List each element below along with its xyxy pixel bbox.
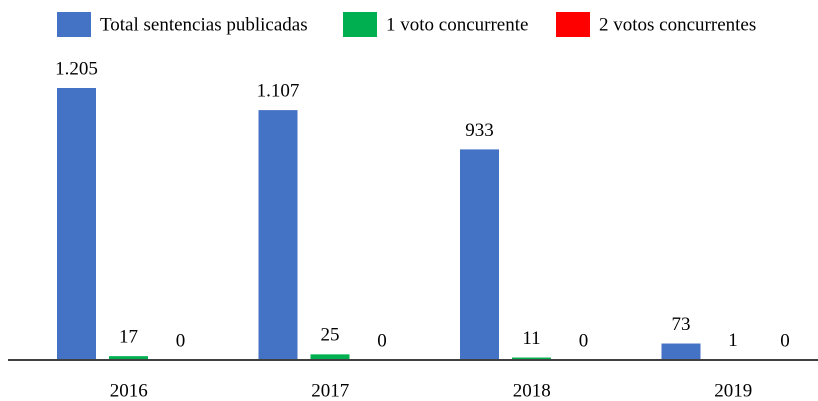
legend-label: Total sentencias publicadas [100,14,308,35]
value-label: 11 [522,328,540,349]
value-label: 0 [579,330,589,351]
value-label: 0 [176,330,186,351]
bar [258,110,298,361]
value-label: 73 [672,314,691,335]
legend-swatch [556,12,590,37]
x-tick-label: 2017 [311,380,349,401]
bar [661,343,701,360]
value-label: 1 [728,330,738,351]
value-label: 0 [780,330,790,351]
value-label: 1.205 [55,58,98,79]
legend-label: 2 votos concurrentes [599,14,756,35]
bar [460,149,499,360]
x-tick-label: 2019 [714,380,752,401]
legend-label: 1 voto concurrente [386,14,528,35]
value-label: 1.107 [257,80,300,101]
legend-swatch [57,12,91,37]
bar [512,357,551,360]
legend-swatch [343,12,377,37]
value-label: 0 [377,330,387,351]
value-label: 25 [321,325,340,346]
value-label: 933 [465,120,494,141]
value-label: 17 [119,327,138,348]
x-tick-label: 2018 [513,380,551,401]
x-tick-label: 2016 [110,380,148,401]
bar [310,354,350,360]
bar [57,88,96,360]
bar [109,356,148,360]
